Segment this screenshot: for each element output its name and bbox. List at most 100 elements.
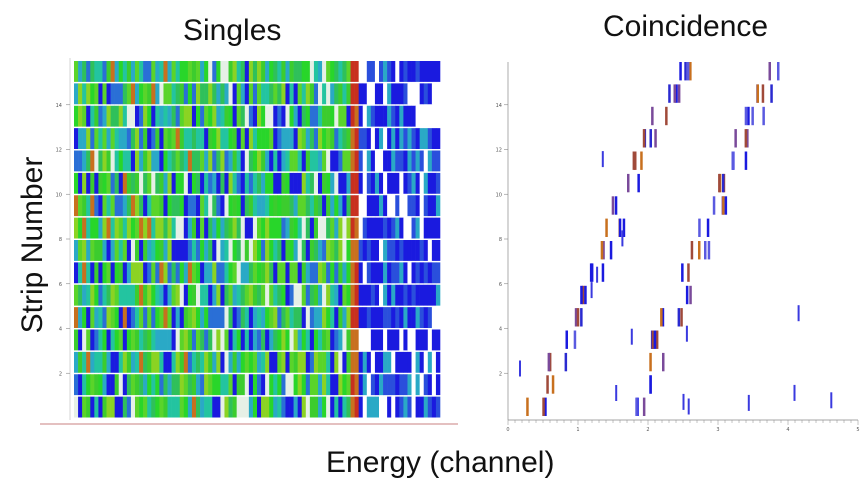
heatmap-cell <box>163 262 168 284</box>
coincidence-point <box>706 218 710 237</box>
heatmap-cell <box>204 396 209 418</box>
heatmap-cell <box>322 105 327 127</box>
coincidence-x-tick-label: 4 <box>786 427 789 433</box>
heatmap-cell <box>334 172 339 194</box>
heatmap-cell <box>151 217 156 239</box>
heatmap-cell <box>94 351 99 373</box>
heatmap-cell <box>285 374 290 396</box>
heatmap-cell <box>187 195 193 217</box>
coincidence-point <box>602 241 605 260</box>
heatmap-cell <box>147 195 152 217</box>
heatmap-cell <box>252 307 258 329</box>
heatmap-cell <box>114 105 120 127</box>
heatmap-cell <box>269 284 274 306</box>
heatmap-cell <box>167 195 172 217</box>
heatmap-cell <box>346 61 351 82</box>
heatmap-cell <box>102 351 107 373</box>
heatmap-cell <box>143 307 148 329</box>
heatmap-cell <box>273 217 278 239</box>
heatmap-cell <box>334 396 339 418</box>
heatmap-cell <box>183 374 189 396</box>
heatmap-cell <box>301 374 307 396</box>
heatmap-cell <box>135 61 140 82</box>
heatmap-cell <box>196 262 201 284</box>
heatmap-cell <box>106 351 111 373</box>
heatmap-cell <box>155 195 160 217</box>
heatmap-cell <box>374 329 380 351</box>
heatmap-cell <box>435 150 441 172</box>
heatmap-cell <box>147 307 152 329</box>
heatmap-cell <box>277 396 282 418</box>
coincidence-point <box>642 129 646 148</box>
heatmap-cell <box>175 83 181 105</box>
heatmap-cell <box>366 128 372 150</box>
heatmap-cell <box>106 240 111 261</box>
heatmap-cell <box>354 351 359 373</box>
heatmap-cell <box>90 217 95 239</box>
heatmap-cell <box>200 83 205 105</box>
heatmap-cell <box>338 128 343 150</box>
heatmap-cell <box>196 83 201 105</box>
heatmap-cell <box>114 195 120 217</box>
heatmap-cell <box>196 61 201 82</box>
heatmap-cell <box>285 83 290 105</box>
heatmap-cell <box>350 61 355 82</box>
heatmap-cell <box>293 150 298 172</box>
heatmap-cell <box>159 217 164 239</box>
heatmap-cell <box>415 351 420 373</box>
heatmap-cell <box>135 150 140 172</box>
heatmap-cell <box>301 150 307 172</box>
heatmap-cell <box>126 307 132 329</box>
heatmap-cell <box>183 329 189 351</box>
heatmap-cell <box>305 284 311 306</box>
heatmap-cell <box>423 240 429 261</box>
heatmap-cell <box>415 240 420 261</box>
heatmap-cell <box>208 128 213 150</box>
heatmap-cell <box>305 61 311 82</box>
heatmap-cell <box>220 105 225 127</box>
heatmap-cell <box>212 172 217 194</box>
heatmap-cell <box>167 150 172 172</box>
heatmap-cell <box>415 195 420 217</box>
heatmap-cell <box>224 262 229 284</box>
heatmap-cell <box>126 61 132 82</box>
heatmap-cell <box>74 195 79 217</box>
heatmap-cell <box>204 217 209 239</box>
heatmap-cell <box>196 396 201 418</box>
heatmap-cell <box>293 195 298 217</box>
heatmap-cell <box>155 374 160 396</box>
heatmap-cell <box>427 262 433 284</box>
heatmap-cell <box>74 83 79 105</box>
coincidence-point <box>665 106 668 126</box>
heatmap-cell <box>159 374 164 396</box>
heatmap-cell <box>293 262 298 284</box>
heatmap-cell <box>135 307 140 329</box>
singles-y-tick-label: 4 <box>59 327 62 333</box>
heatmap-cell <box>244 105 250 127</box>
heatmap-cell <box>208 217 213 239</box>
heatmap-cell <box>277 329 282 351</box>
coincidence-point <box>614 196 618 215</box>
heatmap-cell <box>114 83 120 105</box>
heatmap-cell <box>244 351 250 373</box>
heatmap-cell <box>98 172 103 194</box>
heatmap-cell <box>122 105 128 127</box>
heatmap-cell <box>297 217 303 239</box>
heatmap-cell <box>220 374 225 396</box>
heatmap-cell <box>411 329 416 351</box>
heatmap-cell <box>285 329 290 351</box>
heatmap-cell <box>395 150 400 172</box>
heatmap-cell <box>200 329 205 351</box>
heatmap-cell <box>305 262 311 284</box>
heatmap-cell <box>200 128 205 150</box>
heatmap-cell <box>342 351 347 373</box>
coincidence-point <box>721 173 725 193</box>
heatmap-cell <box>82 284 87 306</box>
heatmap-cell <box>334 61 339 82</box>
heatmap-cell <box>167 217 172 239</box>
coincidence-point <box>830 392 833 409</box>
heatmap-cell <box>293 329 298 351</box>
heatmap-cell <box>94 374 99 396</box>
heatmap-cell <box>342 329 347 351</box>
heatmap-cell <box>122 217 128 239</box>
